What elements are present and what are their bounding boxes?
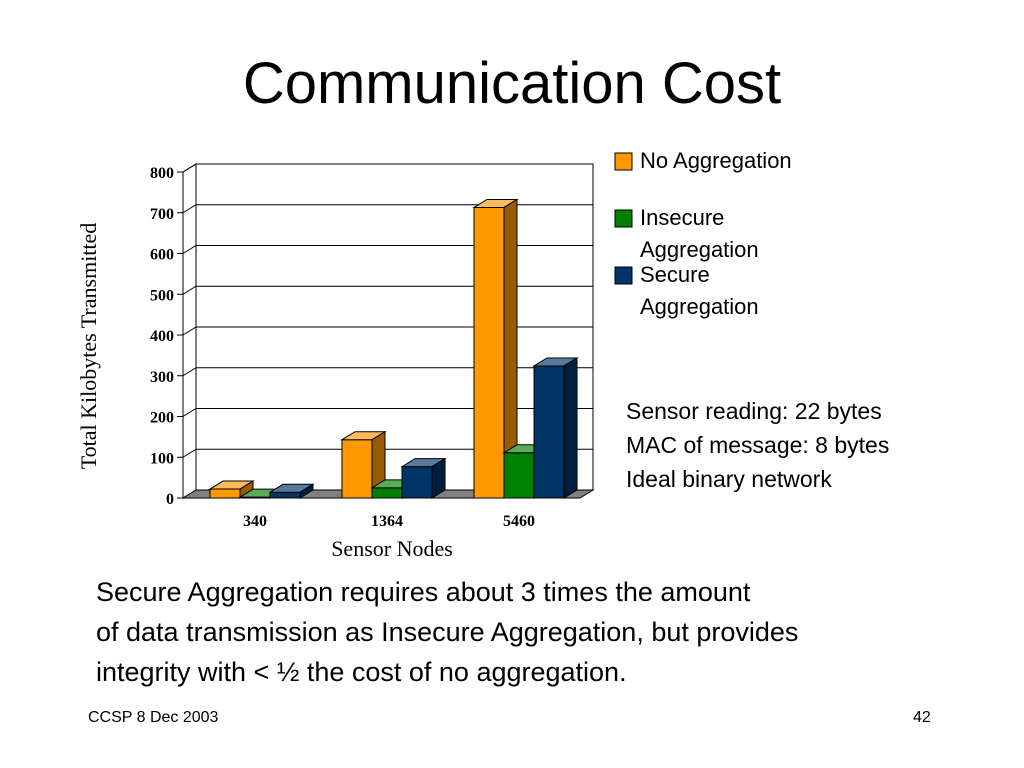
y-gridline — [182, 408, 593, 417]
bar — [532, 357, 579, 499]
y-tick-label: 600 — [150, 247, 174, 264]
x-tick-label: 5460 — [503, 513, 535, 530]
footer-date: CCSP 8 Dec 2003 — [88, 709, 219, 726]
legend-label: Aggregation — [640, 237, 759, 262]
legend-label: Secure — [640, 262, 710, 287]
y-gridline — [182, 204, 593, 214]
legend-swatch — [614, 152, 633, 171]
chart-notes: Sensor reading: 22 bytes MAC of message:… — [626, 394, 889, 496]
legend-label: Insecure — [640, 205, 724, 230]
y-tick-label: 700 — [150, 206, 174, 223]
summary-line: of data transmission as Insecure Aggrega… — [96, 617, 799, 647]
bar — [268, 483, 315, 499]
page-number: 42 — [913, 709, 931, 726]
y-tick-label: 500 — [150, 287, 174, 304]
y-gridline — [182, 326, 593, 336]
legend-label: Aggregation — [640, 294, 759, 319]
bar — [208, 480, 255, 499]
bar-front — [401, 466, 433, 499]
chart-bars — [208, 198, 579, 499]
x-axis-title: Sensor Nodes — [331, 536, 453, 561]
y-tick-label: 400 — [150, 328, 174, 345]
bar-side — [563, 357, 578, 499]
bar-front — [473, 206, 505, 499]
note-line: MAC of message: 8 bytes — [626, 432, 890, 458]
y-tick-label: 300 — [150, 369, 174, 386]
bar-front — [341, 439, 373, 499]
y-tick-label: 100 — [150, 450, 174, 467]
x-tick-label: 1364 — [371, 513, 403, 530]
note-line: Ideal binary network — [626, 466, 832, 492]
y-tick-label: 0 — [166, 491, 174, 508]
bar-front — [209, 488, 241, 499]
y-tick-label: 800 — [150, 165, 174, 182]
chart-ticks: 0 100 200 300 400 500 600 700 800 340 1364 5460 — [150, 165, 535, 530]
bar-front — [503, 452, 535, 499]
bar-side — [299, 483, 314, 499]
chart-legend: No AggregationInsecureAggregationSecureA… — [614, 148, 792, 319]
y-tick-label: 200 — [150, 410, 174, 427]
y-axis-title: Total Kilobytes Transmitted — [76, 223, 101, 470]
bar-side — [431, 457, 446, 499]
y-gridline — [182, 285, 593, 295]
summary-line: integrity with < ½ the cost of no aggreg… — [96, 657, 627, 687]
legend-swatch — [614, 266, 633, 285]
slide-title: Communication Cost — [242, 51, 782, 116]
bar-front — [269, 491, 301, 499]
bar-front — [371, 487, 403, 499]
y-gridline — [182, 448, 593, 458]
bar — [472, 198, 519, 499]
summary-text: Secure Aggregation requires about 3 time… — [96, 572, 1006, 692]
bar-front — [533, 365, 565, 499]
y-gridline — [182, 163, 593, 173]
summary-line: Secure Aggregation requires about 3 time… — [96, 577, 751, 607]
bar — [400, 457, 447, 499]
legend-swatch — [614, 209, 633, 228]
legend-label: No Aggregation — [640, 148, 792, 173]
y-gridline — [182, 245, 593, 254]
y-gridline — [182, 367, 593, 377]
note-line: Sensor reading: 22 bytes — [626, 398, 882, 424]
x-tick-label: 340 — [243, 513, 267, 530]
